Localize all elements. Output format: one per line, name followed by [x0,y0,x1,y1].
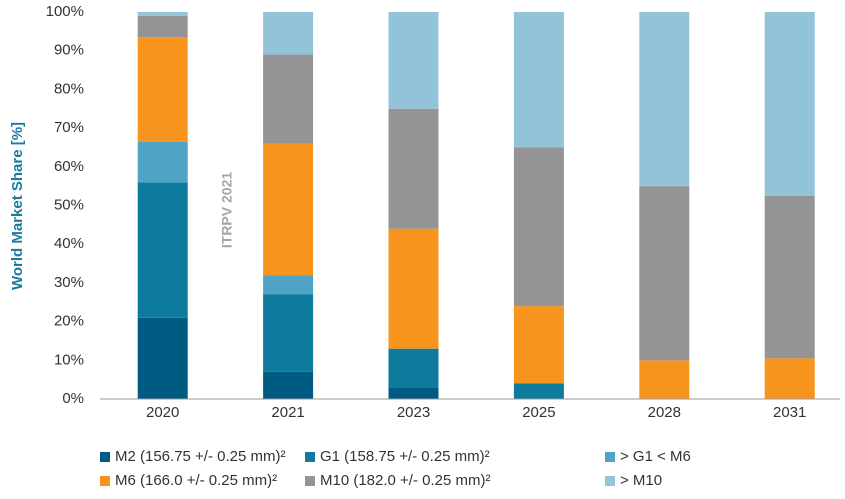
x-tick-label: 2023 [397,404,430,421]
legend-label: M10 (182.0 +/- 0.25 mm)² [320,472,490,489]
bar-segment [137,37,188,142]
bar-segment [513,383,564,399]
bar-segment [388,348,439,388]
legend-swatch [305,452,315,462]
legend-label: > G1 < M6 [620,448,691,465]
bar-segment [764,195,815,359]
legend-swatch [605,452,615,462]
y-tick-label: 50% [54,196,84,213]
bar-segment [263,371,314,399]
y-tick-label: 80% [54,80,84,97]
bar-segment [513,147,564,307]
bar-segment [263,275,314,295]
bar-segment [137,15,188,38]
bar-segment [388,228,439,349]
bar-segment [513,12,564,148]
legend-label: > M10 [620,472,662,489]
bar-segment [388,12,439,109]
legend-label: M2 (156.75 +/- 0.25 mm)² [115,448,285,465]
y-tick-label: 0% [62,390,84,407]
legend-swatch [305,476,315,486]
bar-segment [513,306,564,384]
legend-swatch [605,476,615,486]
bar-segment [263,12,314,55]
legend-swatch [100,476,110,486]
legend-label: M6 (166.0 +/- 0.25 mm)² [115,472,277,489]
annotation: ITRPV 2021 [219,172,235,248]
bar-segment [639,12,690,187]
bar-segment [388,108,439,229]
x-tick-label: 2021 [271,404,304,421]
y-tick-label: 40% [54,235,84,252]
x-tick-label: 2031 [773,404,806,421]
bar-segment [137,317,188,399]
legend-label: G1 (158.75 +/- 0.25 mm)² [320,448,490,465]
y-tick-label: 20% [54,313,84,330]
bar-segment [137,12,188,16]
y-tick-label: 60% [54,158,84,175]
bar-segment [263,143,314,276]
bar-segment [639,360,690,399]
y-tick-label: 70% [54,119,84,136]
bar-segment [388,387,439,399]
x-tick-label: 2020 [146,404,179,421]
y-tick-label: 90% [54,42,84,59]
bar-segment [263,54,314,144]
bar-segment [639,186,690,361]
legend-swatch [100,452,110,462]
y-tick-label: 100% [46,3,84,20]
bar-segment [137,182,188,318]
x-tick-label: 2025 [522,404,555,421]
y-tick-label: 10% [54,351,84,368]
bar-segment [137,141,188,183]
bar-segment [764,12,815,196]
bar-segment [263,294,314,372]
x-tick-label: 2028 [648,404,681,421]
bar-segment [764,358,815,399]
y-tick-label: 30% [54,274,84,291]
y-axis-label: World Market Share [%] [9,122,26,290]
